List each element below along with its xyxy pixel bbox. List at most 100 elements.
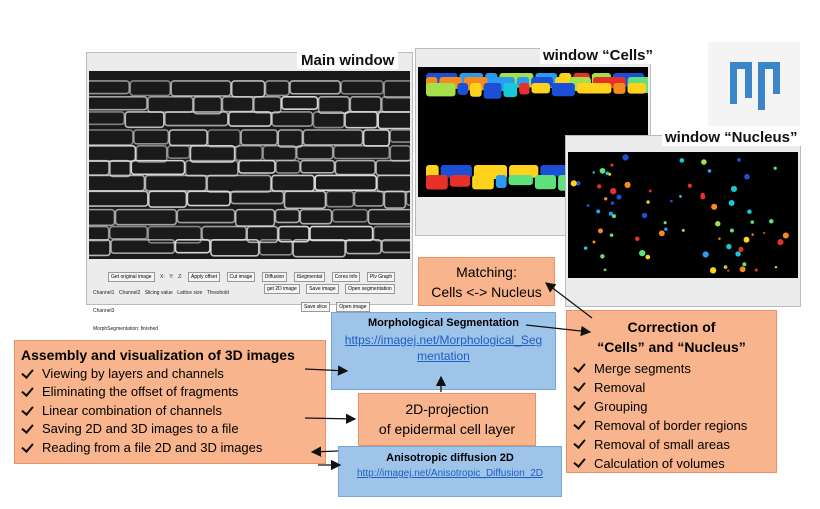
button[interactable]: Diffusion xyxy=(261,272,288,282)
nucleus xyxy=(610,163,614,167)
list-item: Removal of border regions xyxy=(567,416,776,435)
cell-wall xyxy=(262,145,297,162)
checkmark xyxy=(573,436,586,449)
cell-wall xyxy=(83,80,131,95)
cell-wall xyxy=(289,80,342,95)
nucleus xyxy=(648,189,652,193)
cell-segment xyxy=(503,83,518,98)
nucleus xyxy=(592,171,595,174)
field-label: Lattice size xyxy=(177,290,203,296)
cell-wall xyxy=(312,111,345,129)
nucleus xyxy=(730,185,738,193)
projection-box: 2D-projection of epidermal cell layer xyxy=(358,393,536,446)
button[interactable]: Apply offset xyxy=(188,272,221,282)
cell-wall xyxy=(144,174,208,192)
cell-wall xyxy=(164,111,229,127)
cell-wall xyxy=(201,225,248,241)
cell-wall xyxy=(174,239,211,254)
cell-wall xyxy=(299,159,336,174)
nucleus xyxy=(739,266,746,273)
nucleus xyxy=(679,195,682,198)
list-item: Linear combination of channels xyxy=(15,402,325,421)
button[interactable]: Plv Graph xyxy=(366,272,396,282)
nucleus xyxy=(718,237,721,240)
cell-wall xyxy=(344,111,379,129)
list-item: Removal xyxy=(567,378,776,397)
assembly-list: Viewing by layers and channels Eliminatin… xyxy=(15,365,325,458)
channel-controls: Channel1 Channel2 Slicing value Lattice … xyxy=(93,281,263,335)
cell-wall xyxy=(383,190,407,209)
cell-wall xyxy=(362,129,390,147)
field-label: Z: xyxy=(178,274,183,280)
status: MorphSegmentation: finished xyxy=(93,326,159,332)
checkmark xyxy=(21,365,34,379)
cell-segment xyxy=(508,175,533,186)
checkmark xyxy=(21,402,34,416)
cell-wall xyxy=(381,95,437,113)
main-window: Get original image X: Y: Z: Apply offset… xyxy=(83,52,448,332)
cell-wall xyxy=(302,129,364,146)
morph-seg-link[interactable]: https://imagej.net/Morphological_Segment… xyxy=(344,333,543,363)
cell-wall xyxy=(114,208,178,226)
nucleus xyxy=(635,236,640,241)
cell-segment xyxy=(440,165,472,178)
button[interactable]: Cut image xyxy=(226,272,256,282)
item-text: Saving 2D and 3D images to a file xyxy=(42,421,239,436)
cell-wall xyxy=(234,208,276,227)
main-controls: Get original image X: Y: Z: Apply offset… xyxy=(107,265,397,283)
channel[interactable]: Channel3 xyxy=(93,308,115,314)
matching-box: Matching: Cells <-> Nucleus xyxy=(418,257,555,306)
button[interactable]: tSegmentat xyxy=(293,272,326,282)
button[interactable]: Save image xyxy=(306,284,339,294)
side-controls: get 2D image Save image Open segmentatio… xyxy=(263,277,403,313)
cell-wall xyxy=(271,111,314,127)
nucleus xyxy=(624,181,631,188)
cell-wall xyxy=(292,239,346,258)
cell-wall xyxy=(270,174,315,192)
cell-segment xyxy=(540,165,571,177)
cell-wall xyxy=(83,174,146,192)
cell-segment xyxy=(483,83,502,99)
cell-wall xyxy=(206,174,272,193)
button[interactable]: Open segmentation xyxy=(345,284,395,294)
nucleus xyxy=(600,254,605,259)
button[interactable]: Cores info xyxy=(331,272,361,282)
nucleus xyxy=(702,251,709,258)
nucleus xyxy=(782,232,789,239)
button[interactable]: get 2D image xyxy=(264,284,300,294)
list-item: Calculation of volumes xyxy=(567,454,776,473)
nucleus xyxy=(597,228,604,234)
nucleus xyxy=(575,180,581,186)
imagej-logo xyxy=(708,42,800,126)
cell-segment xyxy=(426,175,448,190)
button[interactable]: Save slice xyxy=(301,302,330,312)
cell-wall xyxy=(353,190,385,207)
channel[interactable]: Channel2 xyxy=(118,290,141,296)
correction-title: Correction of xyxy=(627,319,716,335)
item-text: Linear combination of channels xyxy=(42,402,222,418)
nucleus xyxy=(727,269,730,272)
nucleus xyxy=(744,173,750,180)
nucleus xyxy=(769,219,774,224)
anisotropic-link[interactable]: http://imagej.net/Anisotropic_Diffusion_… xyxy=(356,468,544,479)
cell-wall xyxy=(340,80,384,95)
cell-segment xyxy=(534,175,557,190)
item-text: Calculation of volumes xyxy=(594,456,725,471)
cell-wall xyxy=(349,95,382,113)
morph-seg-box: Morphological Segmentation https://image… xyxy=(331,312,556,390)
item-text: Grouping xyxy=(594,399,648,414)
nucleus-window xyxy=(565,135,801,307)
nucleus xyxy=(726,243,732,250)
cell-wall xyxy=(275,159,301,174)
nucleus xyxy=(586,204,590,208)
nucleus xyxy=(679,158,685,163)
cell-segment xyxy=(519,83,530,95)
button[interactable]: Get original image xyxy=(108,272,155,282)
cell-wall xyxy=(135,145,168,163)
item-text: Eliminating the offset of fragments xyxy=(42,384,239,399)
channel[interactable]: Channel1 xyxy=(93,290,115,296)
button[interactable]: Open image xyxy=(336,302,370,312)
cell-wall xyxy=(277,129,304,148)
nucleus xyxy=(570,180,577,187)
cell-wall xyxy=(129,80,171,97)
